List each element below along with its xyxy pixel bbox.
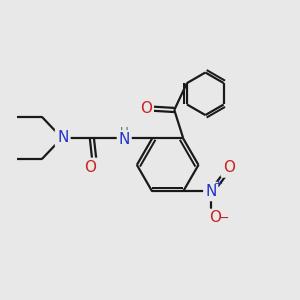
Text: H: H (120, 126, 129, 139)
Text: O: O (223, 160, 235, 175)
Text: O: O (84, 160, 96, 175)
Text: −: − (218, 212, 229, 224)
Text: +: + (214, 179, 223, 189)
Text: O: O (208, 211, 220, 226)
Text: N: N (118, 132, 130, 147)
Text: N: N (57, 130, 68, 146)
Text: O: O (140, 101, 152, 116)
Text: N: N (206, 184, 217, 199)
